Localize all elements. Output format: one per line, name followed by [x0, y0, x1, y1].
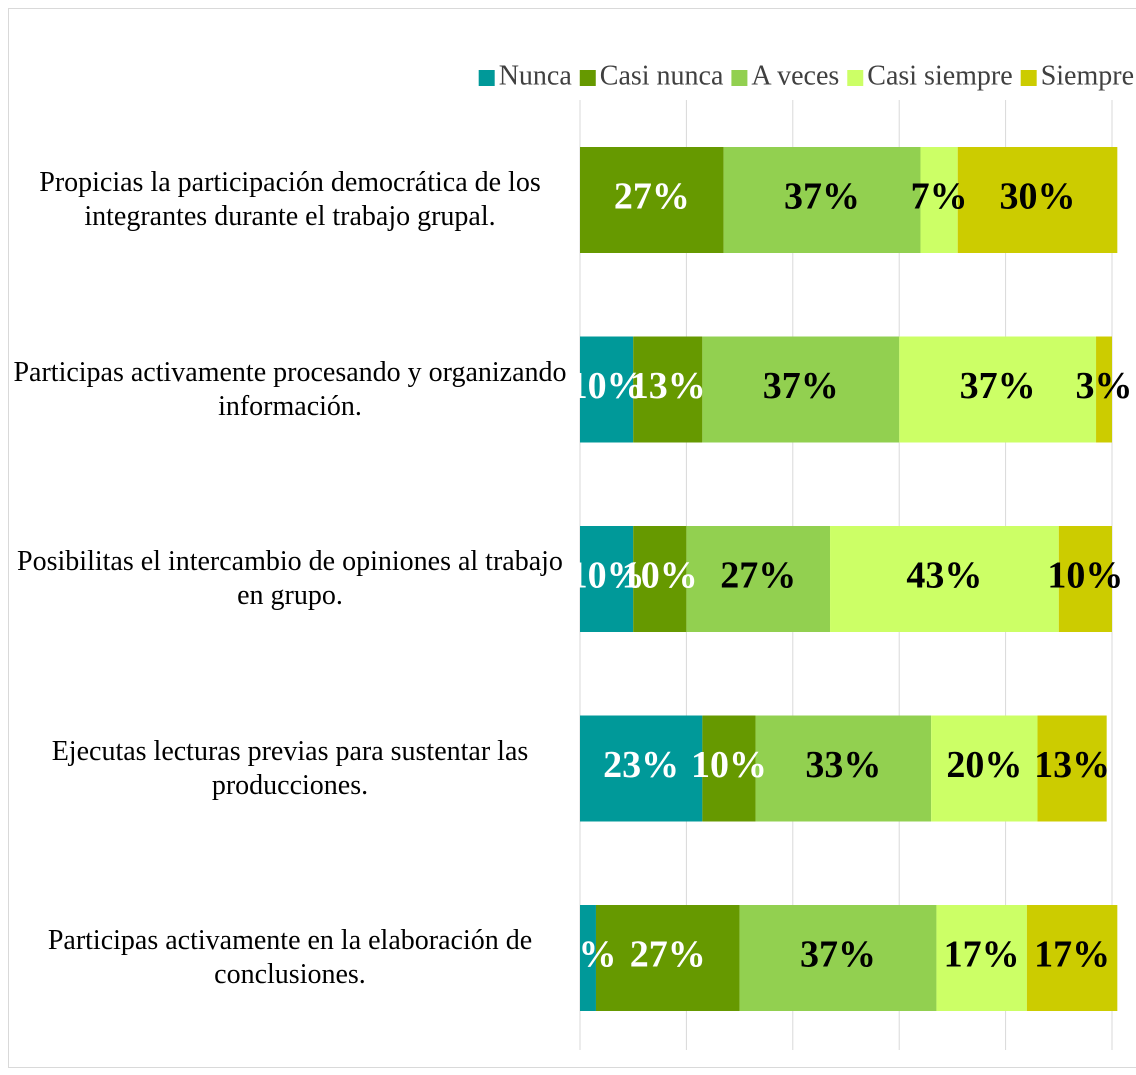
- bar-segment: [899, 336, 1097, 443]
- data-label: 10%: [691, 744, 767, 786]
- bar-segment: [755, 715, 932, 822]
- data-label: 10%: [622, 555, 698, 597]
- data-label: 10%: [569, 365, 645, 407]
- bar-segment: [580, 147, 724, 253]
- legend-label: Casi siempre: [867, 60, 1012, 91]
- data-label: 3%: [1076, 365, 1133, 407]
- bar-segment: [633, 526, 687, 632]
- bar-segment: [580, 715, 703, 822]
- category-label: Participas activamente en la elaboración…: [47, 925, 533, 990]
- bar-segment: [1037, 715, 1107, 822]
- legend-label: Siempre: [1041, 60, 1134, 91]
- bar-segment: [580, 336, 634, 443]
- bar-segment: [1026, 905, 1118, 1011]
- data-label: 17%: [1034, 934, 1110, 976]
- legend-label: Casi nunca: [600, 60, 724, 91]
- category-label: Propicias la participación democrática d…: [39, 167, 541, 232]
- legend-swatch: [847, 70, 864, 86]
- bar-segment: [702, 715, 756, 822]
- category-label: Ejecutas lecturas previas para sustentar…: [51, 735, 529, 801]
- legend-swatch: [731, 70, 748, 86]
- bar-segment: [1096, 336, 1112, 443]
- legend-swatch: [579, 70, 596, 86]
- bar-segment: [595, 905, 740, 1011]
- category-label: Participas activamente procesando y orga…: [13, 356, 567, 422]
- data-label: 7%: [911, 176, 968, 218]
- bar-segment: [1058, 526, 1112, 632]
- data-label: 27%: [614, 176, 690, 218]
- data-label: 13%: [630, 365, 706, 407]
- bar-segment: [957, 147, 1118, 253]
- legend-swatch: [1020, 70, 1037, 86]
- data-label: 43%: [906, 555, 982, 597]
- chart-frame: [8, 8, 1136, 1068]
- bar-segment: [686, 526, 831, 632]
- data-label: 10%: [1047, 555, 1123, 597]
- data-label: 33%: [805, 744, 881, 786]
- bar-segment: [702, 336, 900, 443]
- legend-swatch: [478, 70, 495, 86]
- bar-segment: [830, 526, 1059, 632]
- data-label: 37%: [800, 934, 876, 976]
- data-label: 17%: [944, 934, 1020, 976]
- bar-segment: [739, 905, 937, 1011]
- bar-segment: [580, 905, 596, 1011]
- data-label: 27%: [630, 934, 706, 976]
- data-label: 13%: [1034, 744, 1110, 786]
- data-label: 10%: [569, 555, 645, 597]
- data-label: 37%: [784, 176, 860, 218]
- bar-segment: [723, 147, 921, 253]
- data-label: 20%: [946, 744, 1022, 786]
- data-label: 37%: [763, 365, 839, 407]
- data-label: 30%: [1000, 176, 1076, 218]
- bar-segment: [580, 526, 634, 632]
- legend-label: A veces: [751, 60, 839, 91]
- data-label: 37%: [960, 365, 1036, 407]
- bar-segment: [920, 147, 958, 253]
- bar-segment: [633, 336, 703, 443]
- data-label: 27%: [720, 555, 796, 597]
- legend-label: Nunca: [499, 60, 573, 91]
- data-label: 3%: [559, 934, 616, 976]
- category-label: Posibilitas el intercambio de opiniones …: [17, 546, 563, 611]
- data-label: 23%: [603, 744, 679, 786]
- bar-segment: [936, 905, 1027, 1011]
- bar-segment: [931, 715, 1038, 822]
